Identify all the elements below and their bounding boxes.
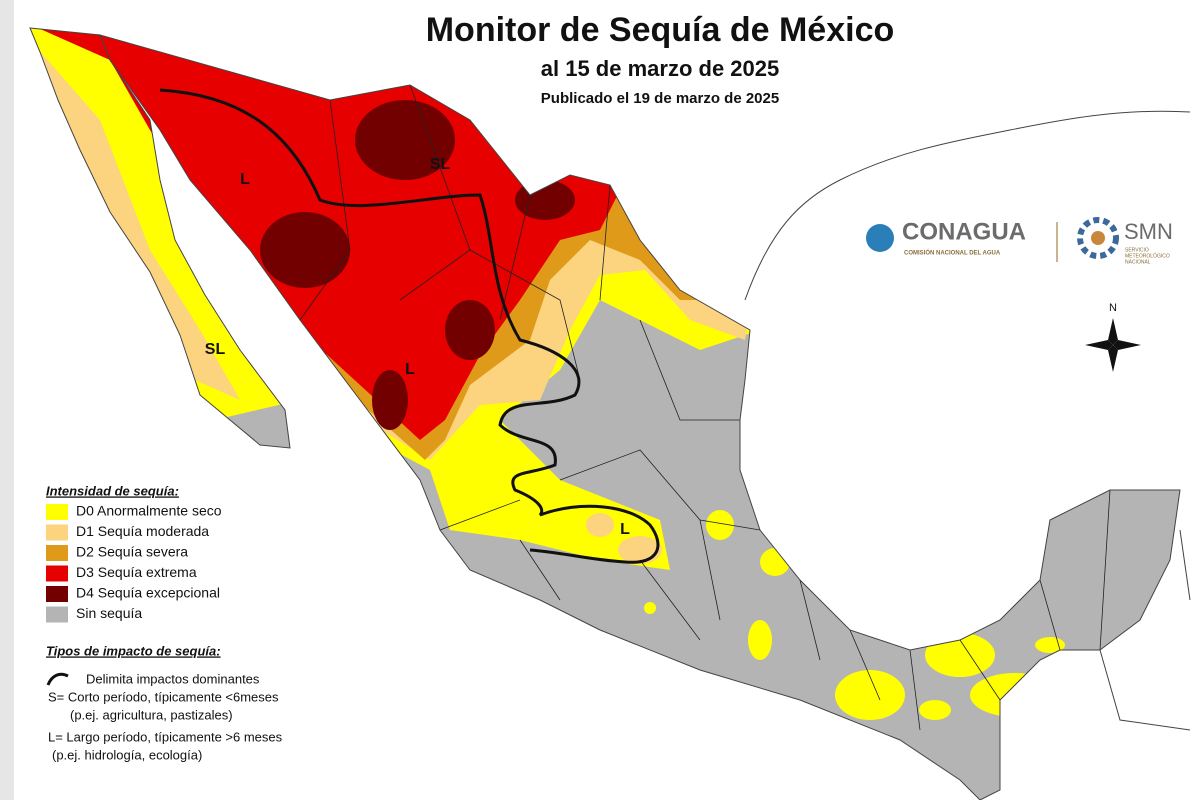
legend-label: D0 Anormalmente seco	[76, 503, 222, 519]
impact-label: L	[240, 171, 250, 188]
mexico-outline	[99, 34, 1181, 800]
legend-label: D4 Sequía excepcional	[76, 585, 220, 601]
d1-area	[30, 40, 240, 400]
us-coastline	[744, 110, 1191, 301]
impact-description: (p.ej. hidrología, ecología)	[52, 747, 202, 762]
logos: CONAGUA COMISIÓN NACIONAL DEL AGUA SMN S…	[866, 217, 1173, 265]
compass-north: N	[1109, 302, 1117, 314]
smn-logo-center	[1091, 231, 1105, 245]
legend-swatch	[46, 565, 68, 582]
conagua-name: CONAGUA	[902, 218, 1026, 245]
legend-title: Intensidad de sequía:	[46, 483, 179, 498]
d4-area	[445, 300, 495, 360]
smn-logo-mark	[1077, 217, 1119, 259]
impact-label: SL	[430, 156, 451, 173]
impact-line-label: Delimita impactos dominantes	[86, 671, 260, 686]
d0-area	[706, 510, 734, 540]
impact-line-sample	[46, 672, 69, 686]
legend: Intensidad de sequía: D0 Anormalmente se…	[46, 483, 222, 623]
d0-area	[835, 670, 905, 720]
compass-arrow	[1085, 340, 1113, 350]
published-date: Publicado el 19 de marzo de 2025	[541, 90, 779, 107]
legend-swatch	[46, 586, 68, 602]
compass-arrow	[1113, 340, 1141, 350]
impact-label: SL	[205, 341, 226, 358]
impact-label: L	[620, 521, 630, 538]
d4-areas	[260, 100, 575, 430]
d4-area	[355, 100, 455, 180]
d1-area	[618, 536, 662, 564]
d0-area	[1035, 637, 1065, 653]
d0-area	[919, 700, 951, 720]
smn-name: SMN	[1124, 219, 1173, 244]
state-borders	[299, 84, 1111, 731]
impact-description: S= Corto período, típicamente <6meses	[48, 689, 279, 704]
legend-swatch	[46, 504, 68, 520]
smn-subtitle: METEOROLÓGICO	[1125, 252, 1170, 259]
impact-description: (p.ej. agricultura, pastizales)	[70, 707, 233, 722]
legend-label: D1 Sequía moderada	[76, 523, 209, 539]
neighbor-border	[1099, 529, 1191, 731]
edge-strip	[0, 0, 14, 800]
compass-arrow	[1108, 318, 1118, 345]
d1-area	[586, 513, 614, 537]
d0-area	[644, 602, 656, 614]
smn-subtitle: NACIONAL	[1125, 259, 1151, 265]
subtitle: al 15 de marzo de 2025	[541, 56, 779, 81]
legend-swatch	[46, 524, 68, 541]
legend-label: D3 Sequía extrema	[76, 564, 197, 580]
conagua-subtitle: COMISIÓN NACIONAL DEL AGUA	[904, 249, 1001, 257]
d0-area	[970, 673, 1060, 717]
impact-legend: Tipos de impacto de sequía: Delimita imp…	[46, 643, 283, 762]
legend-label: Sin sequía	[76, 605, 142, 621]
d0-area	[445, 577, 495, 607]
compass-arrow	[1108, 345, 1118, 372]
impact-description: L= Largo período, típicamente >6 meses	[48, 729, 283, 744]
impact-boundary	[159, 88, 660, 564]
d4-area	[515, 180, 575, 220]
impact-label: L	[405, 361, 415, 378]
compass: N	[1085, 302, 1141, 372]
baja-outline	[29, 27, 291, 449]
impact-legend-title: Tipos de impacto de sequía:	[46, 643, 221, 658]
smn-subtitle: SERVICIO	[1125, 247, 1149, 253]
impact-labels: L SL SL L L	[205, 156, 630, 538]
d4-area	[372, 370, 408, 430]
legend-swatch	[46, 606, 68, 623]
title: Monitor de Sequía de México	[426, 11, 895, 49]
d0-area	[748, 620, 772, 660]
legend-label: D2 Sequía severa	[76, 544, 188, 560]
d4-area	[260, 212, 350, 288]
legend-swatch	[46, 545, 68, 561]
conagua-logo-mark	[866, 224, 894, 252]
